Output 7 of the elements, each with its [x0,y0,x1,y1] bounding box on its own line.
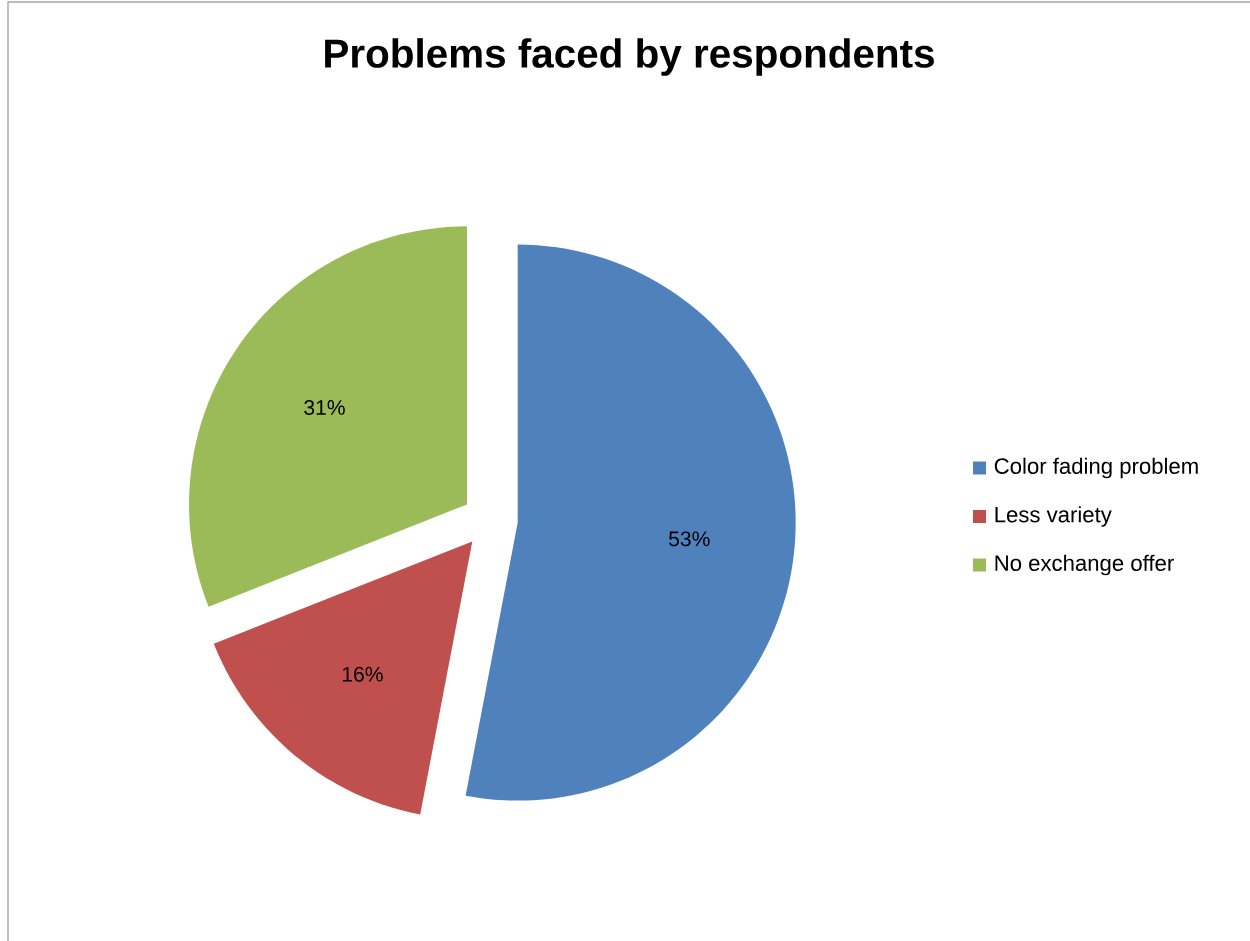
data-label: 16% [342,666,383,682]
legend-label: No exchange offer [995,554,1174,576]
legend-label: Less variety [995,506,1112,527]
chart-title: Problems faced by respondents [325,38,934,76]
legend-label: Color fading problem [994,457,1198,479]
data-label: 53% [669,531,710,547]
data-label: 31% [304,400,345,415]
